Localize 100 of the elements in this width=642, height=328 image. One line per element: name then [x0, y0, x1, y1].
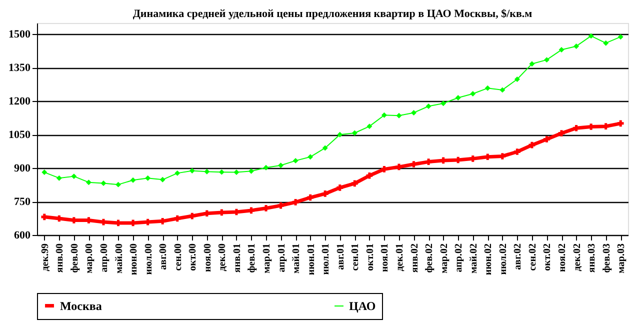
point	[366, 172, 373, 179]
y-tick-label: 1050	[8, 129, 31, 142]
point	[381, 166, 388, 172]
point	[100, 180, 106, 186]
x-tick-label: ноя.00	[202, 244, 214, 272]
x-tick-label: авг.00	[158, 244, 170, 270]
point	[426, 104, 432, 109]
x-tick-label: апр.02	[454, 244, 465, 272]
x-tick-label: мар.02	[438, 244, 450, 274]
x-tick-label: ноя.01	[380, 244, 391, 272]
point	[484, 85, 490, 91]
point	[544, 57, 550, 63]
point	[411, 110, 416, 116]
x-tick-label: сен.02	[527, 244, 538, 271]
point	[618, 34, 624, 40]
x-tick-label: янв.01	[232, 244, 243, 273]
point	[292, 158, 298, 164]
point	[130, 177, 136, 183]
x-tick-label: фев.01	[246, 244, 258, 273]
point	[188, 212, 196, 220]
point	[248, 207, 254, 214]
x-tick-label: июл.00	[143, 244, 154, 275]
point	[337, 132, 343, 138]
x-tick-label: дек.01	[394, 244, 406, 272]
x-tick-label: май.01	[291, 244, 302, 274]
point	[529, 61, 535, 67]
point	[308, 154, 314, 160]
x-tick-label: окт.02	[542, 244, 554, 271]
point	[381, 112, 387, 118]
point	[396, 164, 402, 170]
x-tick-label: май.02	[468, 244, 480, 274]
x-tick-label: янв.02	[409, 244, 420, 273]
x-tick-label: янв.03	[586, 244, 598, 273]
x-tick-label: янв.00	[54, 244, 66, 273]
point	[204, 168, 210, 174]
x-tick-label: июн.00	[128, 244, 140, 276]
point	[322, 190, 328, 197]
point	[396, 112, 402, 118]
point	[174, 170, 180, 176]
x-tick-label: ноя.02	[557, 244, 568, 272]
point	[218, 169, 224, 175]
point	[248, 168, 254, 174]
x-tick-label: июл.02	[498, 244, 509, 275]
point	[174, 215, 181, 222]
y-tick-label: 750	[14, 196, 31, 208]
x-tick-label: мар.00	[84, 244, 96, 274]
x-tick-label: дек.99	[40, 244, 51, 272]
point	[352, 180, 358, 187]
legend-label: ЦАО	[349, 299, 376, 313]
point	[42, 170, 48, 176]
point	[56, 175, 62, 181]
x-tick-label: мар.01	[262, 244, 273, 274]
x-tick-label: фев.00	[69, 244, 80, 273]
x-tick-label: окт.01	[364, 244, 376, 271]
y-tick-label: 1200	[8, 96, 31, 108]
x-tick-label: мар.03	[616, 244, 628, 274]
x-tick-label: май.00	[114, 244, 125, 274]
x-tick-label: дек.00	[217, 244, 228, 272]
point	[263, 164, 269, 170]
point	[617, 120, 624, 127]
point	[558, 47, 564, 53]
x-tick-label: июн.01	[306, 244, 317, 276]
point	[574, 43, 580, 49]
x-tick-label: авг.02	[512, 244, 524, 270]
point	[455, 95, 461, 100]
x-tick-label: июн.02	[483, 244, 494, 276]
point	[307, 194, 314, 201]
x-tick-label: сен.00	[172, 244, 184, 271]
point	[440, 100, 446, 106]
point	[189, 168, 195, 174]
x-tick-label: дек.02	[572, 244, 583, 272]
point	[603, 40, 609, 46]
y-tick-label: 900	[14, 162, 31, 175]
x-tick-label: фев.02	[424, 244, 436, 273]
point	[366, 124, 372, 130]
point	[234, 170, 240, 176]
point	[278, 162, 284, 168]
point	[116, 182, 121, 188]
y-tick-label: 1350	[8, 62, 31, 74]
point	[514, 148, 520, 155]
point	[588, 33, 594, 39]
y-tick-label: 1500	[8, 28, 31, 41]
point	[528, 142, 536, 148]
y-tick-label: 600	[14, 230, 31, 242]
point	[470, 91, 476, 96]
point	[71, 174, 77, 180]
point	[278, 202, 284, 209]
point	[352, 130, 358, 136]
point	[322, 145, 328, 151]
x-tick-label: авг.01	[335, 244, 346, 270]
x-tick-label: апр.00	[98, 244, 110, 272]
point	[500, 87, 506, 93]
chart-title: Динамика средней удельной цены предложения квартир в ЦАО Москвы, $/кв.м	[132, 8, 533, 20]
x-tick-label: фев.03	[601, 244, 612, 273]
x-tick-label: июл.01	[320, 244, 332, 275]
point	[56, 215, 62, 222]
point	[145, 175, 151, 181]
point	[86, 180, 92, 186]
point	[425, 158, 432, 165]
point	[544, 136, 550, 142]
